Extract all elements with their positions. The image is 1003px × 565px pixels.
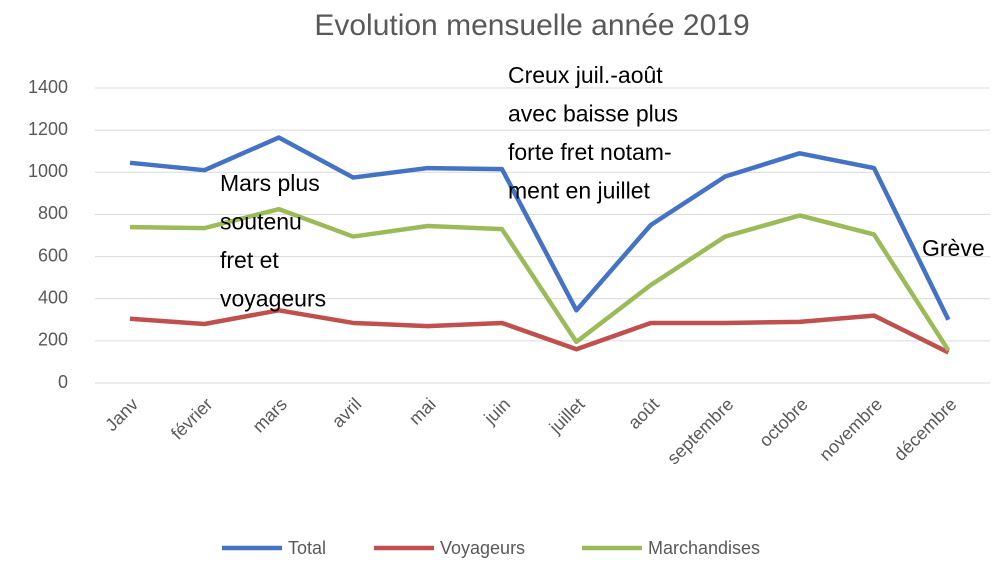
series-line: [129, 135, 951, 321]
annotation: Mars plus: [220, 170, 320, 196]
x-tick-label: juillet: [545, 394, 589, 438]
annotation: fret et: [220, 247, 279, 273]
annotation: Grève: [922, 235, 985, 261]
chart-title: Evolution mensuelle année 2019: [314, 9, 749, 42]
annotation: soutenu: [220, 209, 302, 235]
series-line: [129, 308, 950, 355]
legend-label: Marchandises: [648, 538, 760, 558]
annotation: ment en juillet: [508, 178, 651, 204]
x-tick-label: septembre: [663, 394, 737, 468]
x-tick-label: novembre: [815, 394, 886, 465]
y-tick-label: 0: [58, 372, 68, 392]
y-tick-label: 1200: [28, 119, 68, 139]
y-tick-label: 1400: [28, 77, 68, 97]
x-tick-label: octobre: [755, 394, 812, 451]
annotation: forte fret notam-: [508, 139, 672, 165]
legend-label: Total: [288, 538, 326, 558]
x-tick-label: juin: [480, 394, 515, 429]
annotation: voyageurs: [220, 286, 326, 312]
annotation: avec baisse plus: [508, 101, 678, 127]
x-tick-label: avril: [328, 394, 365, 431]
y-tick-label: 800: [38, 203, 68, 223]
legend-label: Voyageurs: [440, 538, 525, 558]
x-tick-label: mai: [405, 394, 440, 429]
series-line: [129, 206, 951, 352]
y-tick-label: 1000: [28, 161, 68, 181]
x-tick-label: février: [167, 394, 217, 444]
y-tick-label: 600: [38, 245, 68, 265]
y-tick-label: 200: [38, 330, 68, 350]
x-tick-label: Janv: [101, 394, 142, 435]
x-tick-label: décembre: [890, 394, 961, 465]
y-tick-label: 400: [38, 287, 68, 307]
annotation: Creux juil.-août: [508, 62, 663, 88]
x-tick-label: août: [624, 394, 663, 433]
x-tick-label: mars: [249, 394, 291, 436]
